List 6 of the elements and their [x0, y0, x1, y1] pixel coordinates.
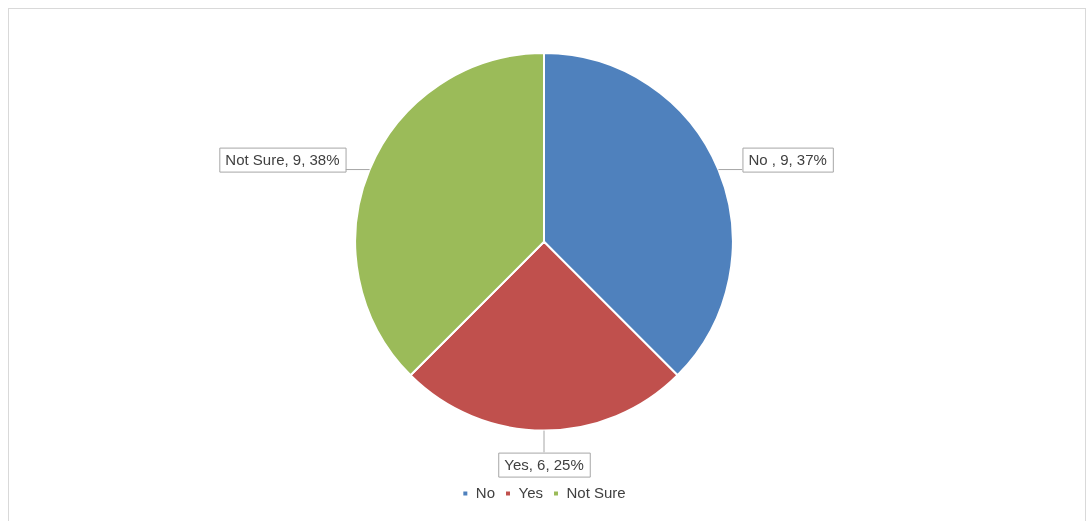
legend-label: No [475, 483, 496, 501]
legend-label: Yes [518, 483, 543, 501]
data-label: No , 9, 37% [748, 150, 827, 168]
legend-label: Not Sure [566, 483, 626, 501]
data-label: Yes, 6, 25% [504, 455, 584, 473]
data-label: Not Sure, 9, 38% [225, 150, 340, 168]
